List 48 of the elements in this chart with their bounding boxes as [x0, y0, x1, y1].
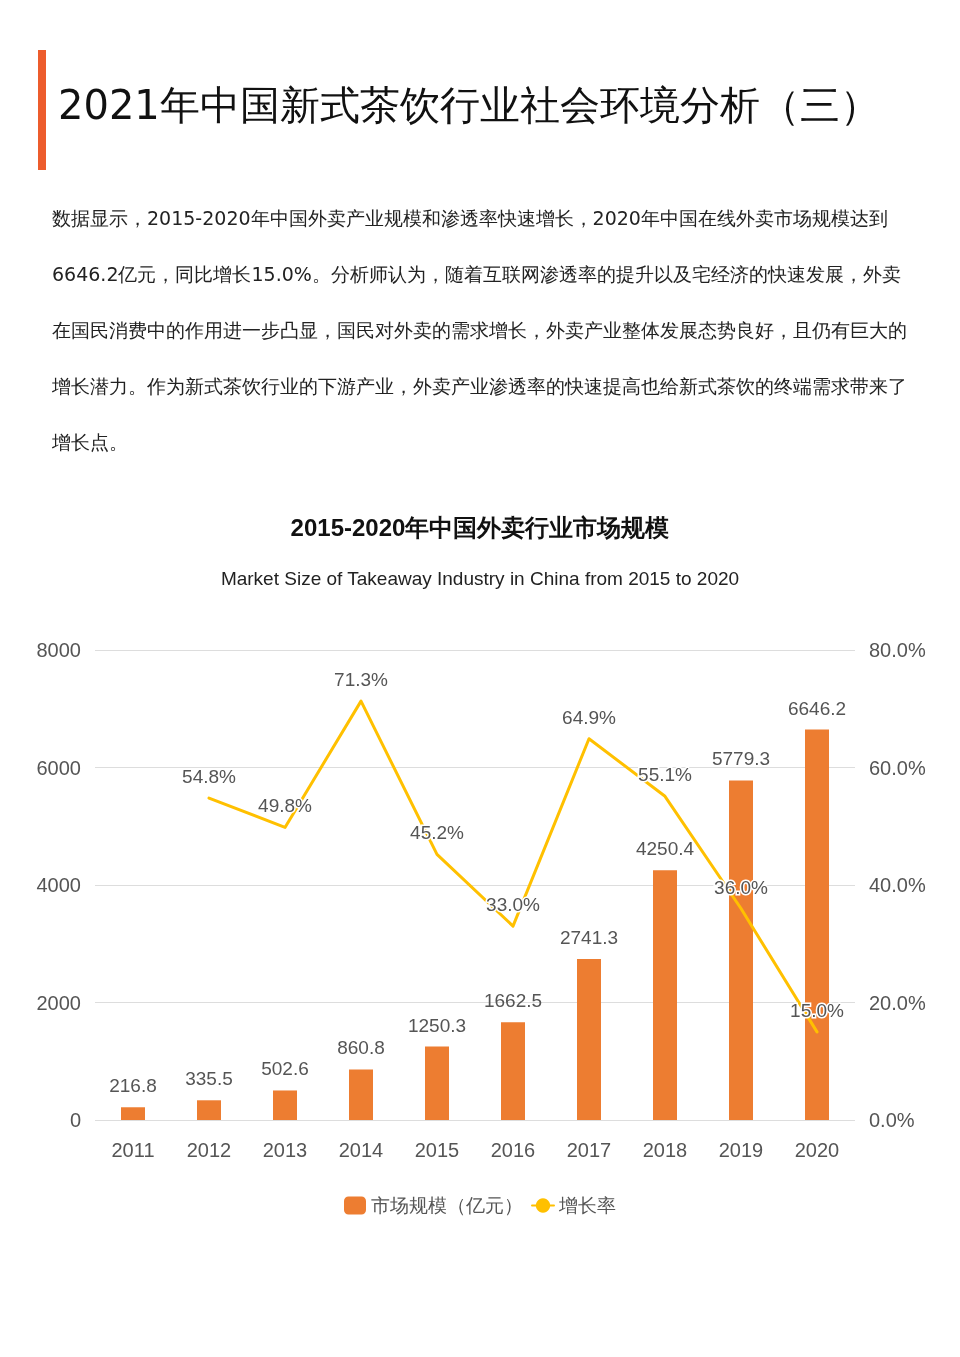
x-tick-label: 2020 — [794, 1139, 840, 1161]
data-label: 71.3% — [334, 669, 389, 691]
x-tick-label: 2013 — [262, 1139, 308, 1161]
data-label: 6646.2 — [787, 697, 847, 719]
x-tick-label: 2016 — [490, 1139, 536, 1161]
bar — [121, 1107, 145, 1120]
y-tick-label: 2000 — [36, 991, 81, 1014]
y2-tick-label: 0.0% — [869, 1109, 915, 1131]
x-tick-label: 2015 — [414, 1139, 460, 1161]
y2-tick-label: 20.0% — [869, 991, 926, 1014]
text: 2021年中国新式茶饮行业社会环境分析（三） — [58, 81, 880, 130]
data-label: 502.6 — [261, 1058, 309, 1080]
legend-label: 市场规模（亿元） — [371, 1195, 523, 1216]
y-tick-label: 4000 — [36, 874, 81, 896]
bar — [653, 870, 677, 1120]
data-label: 55.1% — [638, 764, 693, 786]
data-label: 860.8 — [337, 1037, 385, 1059]
bar — [425, 1046, 449, 1120]
legend-label: 增长率 — [558, 1195, 616, 1216]
x-tick-label: 2011 — [111, 1139, 155, 1161]
x-tick-label: 2018 — [642, 1139, 688, 1161]
bar — [349, 1069, 373, 1120]
x-tick-label: 2012 — [186, 1139, 232, 1161]
data-label: 64.9% — [562, 706, 617, 728]
data-label: 54.8% — [182, 766, 237, 788]
y-tick-label: 8000 — [36, 639, 81, 661]
y-tick-label: 6000 — [36, 756, 81, 779]
data-label: 1250.3 — [407, 1014, 467, 1036]
data-label: 4250.4 — [635, 838, 695, 860]
data-label: 1662.5 — [483, 990, 543, 1012]
x-tick-label: 2017 — [566, 1139, 612, 1161]
x-tick-label: 2019 — [718, 1139, 764, 1161]
y2-tick-label: 40.0% — [869, 874, 926, 896]
data-label: 2741.3 — [559, 926, 619, 948]
chart-title: 2015-2020年中国外卖行业市场规模 — [290, 513, 670, 541]
y-tick-label: 0 — [69, 1109, 81, 1131]
bar — [273, 1090, 297, 1120]
y2-tick-label: 60.0% — [869, 756, 926, 779]
bar — [501, 1022, 525, 1120]
data-label: 216.8 — [109, 1075, 157, 1097]
text: 数据显示，2015-2020年中国外卖产业规模和渗透率快速增长，2020年中国在线外卖市场规模达到6646.2亿元，同比增长15.0%。分析师认为，随着互联网渗透率的提升以及宅经济的快速发展，外卖在国民消费中的作用进一步凸显，国民对外卖的需求增长，外卖产业整体发展态势良好，且仍有巨大的增长潜力。作为新式茶饮行业的下游产业，外卖产业渗透率的快速提高也给新式茶饮的终端需求带来了增长点。 — [52, 207, 907, 453]
x-tick-label: 2014 — [338, 1139, 384, 1161]
data-label: 5779.3 — [711, 748, 771, 770]
bar — [197, 1100, 221, 1120]
y2-tick-label: 80.0% — [869, 639, 926, 661]
chart-subtitle: Market Size of Takeaway Industry in China from 2015 to 2020 — [220, 568, 740, 589]
bar — [577, 958, 601, 1120]
data-label: 335.5 — [185, 1068, 233, 1090]
